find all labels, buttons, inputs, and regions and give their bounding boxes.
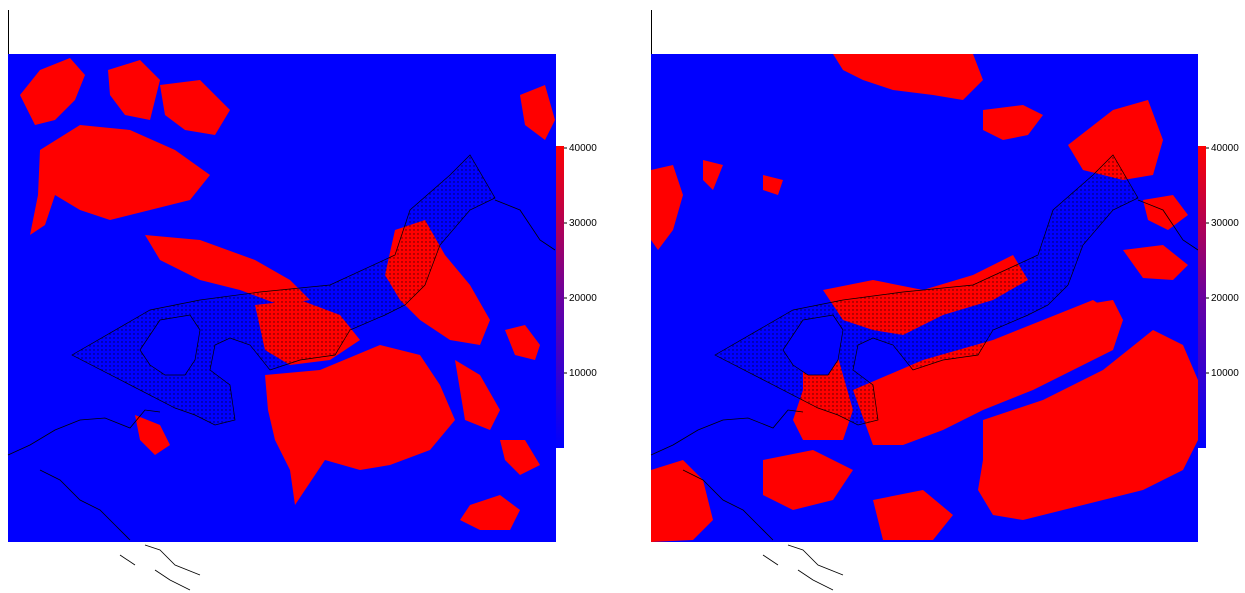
coastline: [7, 409, 201, 591]
map-left: 40000 30000 20000 10000: [7, 10, 597, 591]
lake-outline: [782, 314, 844, 376]
coastline: [650, 409, 844, 591]
colorbar-tick-label: 20000: [569, 293, 597, 304]
colorbar-tick-label: 10000: [569, 368, 597, 379]
colorbar-tick-label: 20000: [1211, 293, 1239, 304]
map-panel-right: 40000 30000 20000 10000: [643, 0, 1245, 593]
lake-outline: [139, 314, 201, 376]
coastline-east: [494, 199, 556, 251]
coastline-east: [1137, 199, 1199, 251]
colorbar-tick-label: 10000: [1211, 368, 1239, 379]
colorbar-tick-label: 30000: [569, 218, 597, 229]
colorbar: [1198, 146, 1206, 448]
colorbar-tick-label: 40000: [569, 143, 597, 154]
map-panel-left: 40000 30000 20000 10000: [0, 0, 610, 593]
colorbar: [556, 146, 564, 448]
map-right: 40000 30000 20000 10000: [650, 10, 1239, 591]
colorbar-tick-label: 40000: [1211, 143, 1239, 154]
colorbar-tick-label: 30000: [1211, 218, 1239, 229]
